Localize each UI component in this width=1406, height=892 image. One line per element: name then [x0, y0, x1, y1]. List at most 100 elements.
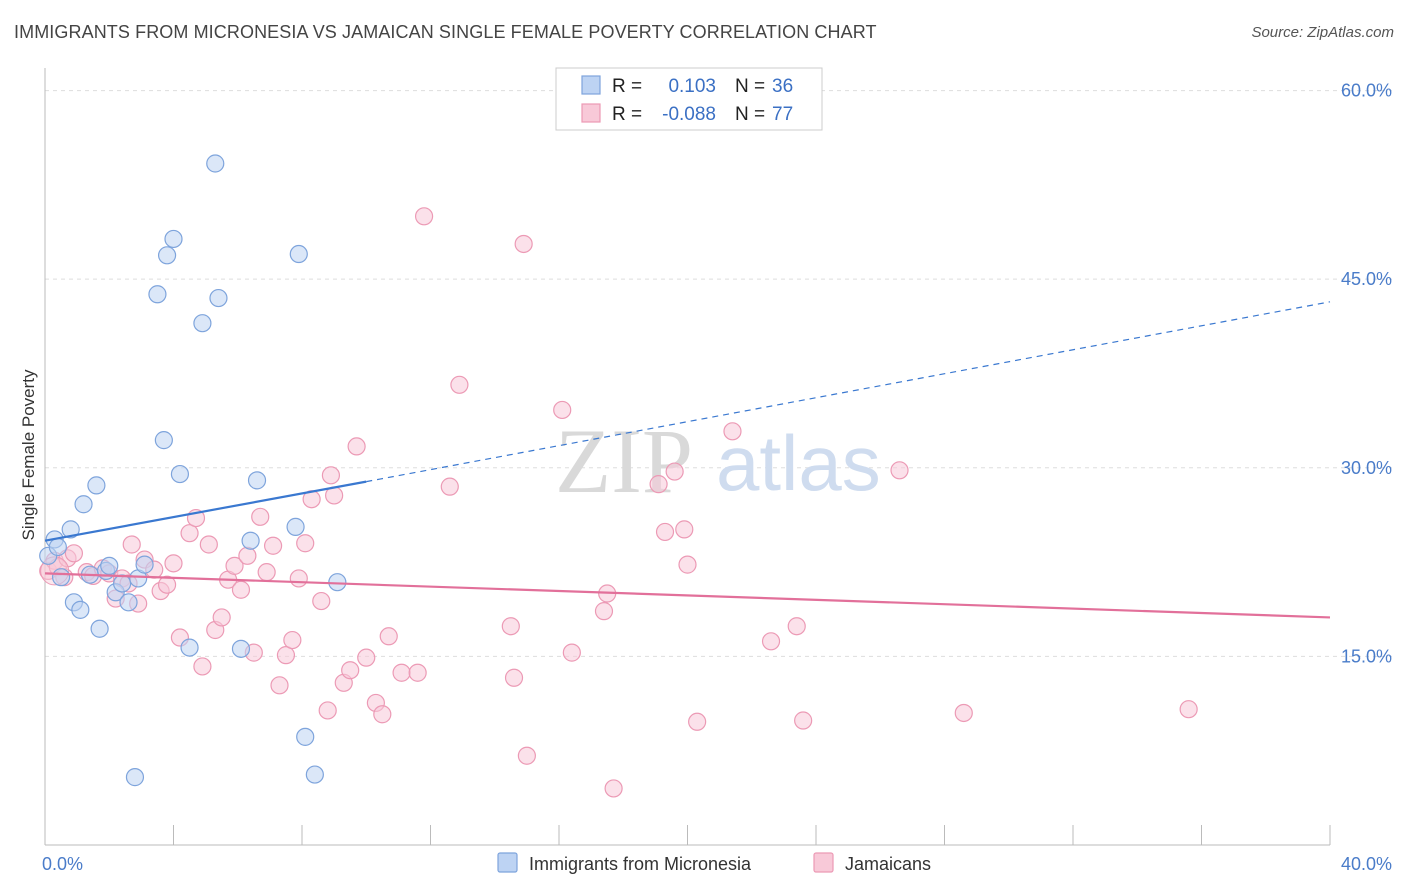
y-axis-label: Single Female Poverty [19, 369, 38, 541]
point-micronesia [154, 431, 173, 450]
point-jamaicans [122, 535, 141, 554]
trend-line-micronesia-extension [366, 301, 1331, 483]
point-micronesia [51, 568, 71, 587]
point-micronesia [305, 765, 324, 784]
point-jamaicans [379, 627, 398, 646]
point-jamaicans [212, 608, 231, 627]
point-jamaicans [688, 712, 707, 731]
point-micronesia [125, 768, 145, 787]
y-tick-label: 30.0% [1341, 458, 1392, 478]
point-micronesia [112, 574, 132, 593]
point-micronesia [247, 471, 267, 490]
watermark: ZIP atlas [555, 410, 881, 512]
chart-source: Source: ZipAtlas.com [1251, 24, 1394, 41]
watermark-atlas: atlas [716, 419, 881, 507]
series-legend-swatch-micronesia [497, 852, 518, 873]
point-jamaicans [357, 648, 376, 667]
point-jamaicans [787, 617, 806, 636]
point-micronesia [241, 531, 260, 550]
point-jamaicans [723, 422, 742, 441]
point-micronesia [119, 593, 138, 612]
axes [44, 68, 1331, 846]
x-tick-label: 0.0% [42, 854, 83, 874]
trend-line-micronesia [44, 480, 367, 542]
point-jamaicans [1179, 700, 1198, 719]
point-micronesia [135, 555, 154, 574]
point-jamaicans [193, 657, 212, 676]
point-micronesia [61, 520, 80, 539]
point-jamaicans [341, 661, 360, 680]
legend-n-label: N = [735, 76, 765, 97]
y-tick-label: 15.0% [1341, 646, 1392, 666]
point-jamaicans [318, 701, 337, 720]
point-jamaicans [761, 632, 781, 651]
point-micronesia [90, 619, 109, 638]
grid-lines [45, 90, 1392, 657]
point-jamaicans [312, 591, 331, 611]
point-jamaicans [257, 563, 276, 582]
point-micronesia [180, 638, 199, 657]
point-jamaicans [794, 711, 813, 730]
point-micronesia [87, 476, 106, 495]
point-micronesia [193, 314, 212, 333]
series-legend-label-micronesia: Immigrants from Micronesia [529, 854, 752, 874]
point-jamaicans [890, 461, 909, 480]
point-jamaicans [392, 663, 411, 682]
point-micronesia [148, 285, 167, 304]
point-jamaicans [347, 437, 366, 456]
tick-labels: 15.0% 30.0% 45.0% 60.0% 0.0% 40.0% [42, 81, 1392, 874]
point-micronesia [157, 246, 177, 265]
series-jamaicans [39, 207, 1198, 798]
stats-legend: R = 0.103 N = 36 R = -0.088 N = 77 [555, 67, 823, 131]
point-micronesia [170, 464, 190, 484]
point-jamaicans [604, 779, 623, 798]
point-jamaicans [231, 580, 251, 599]
point-micronesia [286, 517, 305, 536]
point-jamaicans [296, 534, 315, 553]
legend-swatch-jamaicans [581, 103, 601, 123]
point-jamaicans [276, 646, 296, 665]
series-legend-label-jamaicans: Jamaicans [845, 854, 931, 874]
legend-r-label: R = [612, 76, 642, 97]
legend-n-label: N = [735, 104, 765, 125]
point-micronesia [164, 229, 183, 249]
point-jamaicans [649, 475, 668, 494]
point-micronesia [74, 495, 93, 514]
point-jamaicans [553, 400, 572, 420]
point-jamaicans [225, 556, 244, 575]
point-micronesia [289, 244, 308, 264]
point-jamaicans [954, 703, 973, 723]
point-jamaicans [164, 554, 183, 573]
legend-n-value: 36 [772, 76, 793, 97]
trend-lines [44, 301, 1331, 619]
point-jamaicans [675, 520, 694, 539]
legend-swatch-micronesia [581, 75, 601, 95]
point-jamaicans [665, 462, 684, 481]
series-legend: Immigrants from Micronesia Jamaicans [497, 852, 931, 874]
point-micronesia [231, 639, 251, 658]
legend-r-value: 0.103 [668, 76, 716, 97]
point-jamaicans [157, 575, 177, 594]
watermark-zip: ZIP [555, 410, 693, 512]
point-jamaicans [440, 477, 459, 496]
point-jamaicans [414, 207, 434, 226]
point-jamaicans [408, 663, 427, 682]
point-jamaicans [64, 544, 84, 563]
point-jamaicans [199, 535, 218, 554]
point-jamaicans [238, 546, 257, 565]
y-tick-label: 45.0% [1341, 269, 1392, 289]
point-jamaicans [514, 234, 533, 254]
series-micronesia [39, 154, 347, 787]
point-jamaicans [501, 617, 520, 636]
point-micronesia [206, 154, 225, 173]
series-legend-swatch-jamaicans [813, 852, 834, 873]
point-jamaicans [450, 375, 469, 394]
legend-r-label: R = [612, 104, 642, 125]
point-jamaicans [562, 643, 581, 662]
chart-title: IMMIGRANTS FROM MICRONESIA VS JAMAICAN S… [14, 22, 877, 42]
point-jamaicans [504, 668, 524, 687]
point-jamaicans [655, 522, 675, 542]
point-jamaicans [263, 536, 283, 555]
point-jamaicans [678, 555, 697, 574]
